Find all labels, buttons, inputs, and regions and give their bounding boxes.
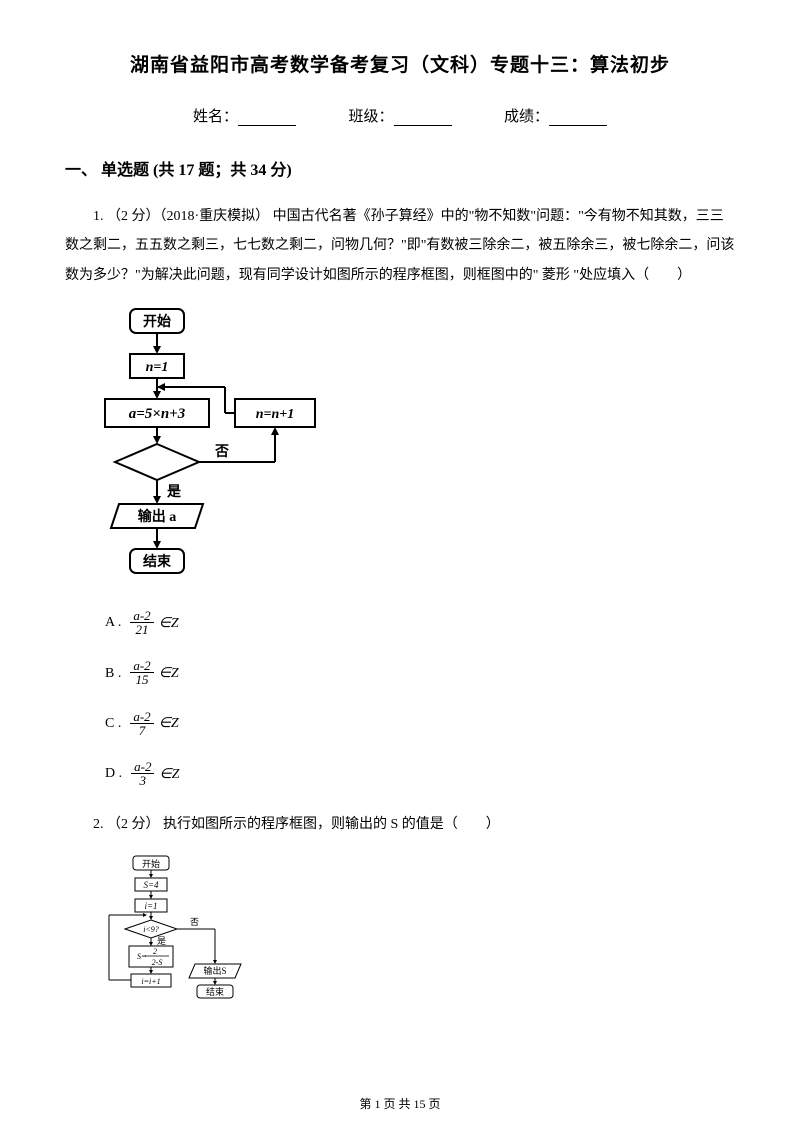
- fc2-sexpr-lhs: S=: [137, 952, 146, 961]
- option-label: D .: [105, 766, 122, 782]
- in-z: ∈Z: [159, 615, 179, 632]
- fc2-sexpr-den: 2-S: [152, 958, 163, 967]
- fc1-n1: n=1: [146, 360, 169, 375]
- name-blank[interactable]: [238, 111, 296, 126]
- fc1-a: a=5×n+3: [129, 406, 186, 422]
- in-z: ∈Z: [159, 715, 179, 732]
- student-info-line: 姓名： 班级： 成绩：: [65, 105, 735, 126]
- q2-flowchart: 开始 S=4 i=1 i<9? 否 是: [95, 854, 735, 1004]
- fc2-i1: i=1: [144, 901, 157, 911]
- option-label: B .: [105, 666, 121, 682]
- fc2-out: 输出S: [203, 965, 226, 976]
- fraction: a-2 15: [130, 659, 153, 687]
- class-label: 班级：: [348, 109, 393, 125]
- fc1-ninc: n=n+1: [256, 407, 295, 422]
- q1-text: 1. （2 分）（2018·重庆模拟） 中国古代名著《孙子算经》中的"物不知数"…: [65, 202, 735, 290]
- q1-option-d[interactable]: D . a-2 3 ∈Z: [105, 760, 735, 788]
- q1-option-c[interactable]: C . a-2 7 ∈Z: [105, 710, 735, 738]
- option-label: C .: [105, 716, 121, 732]
- fc2-no: 否: [190, 917, 199, 927]
- option-label: A .: [105, 615, 121, 631]
- section-header: 一、 单选题 (共 17 题；共 34 分): [65, 156, 735, 180]
- fc1-start: 开始: [143, 313, 171, 330]
- fc1-end: 结束: [143, 553, 172, 570]
- fc2-yes: 是: [157, 936, 166, 946]
- q1-options: A . a-2 21 ∈Z B . a-2 15 ∈Z C . a-2 7 ∈Z…: [105, 609, 735, 788]
- fc2-start: 开始: [142, 858, 160, 869]
- q1-option-b[interactable]: B . a-2 15 ∈Z: [105, 659, 735, 687]
- page-title: 湖南省益阳市高考数学备考复习（文科）专题十三：算法初步: [65, 50, 735, 77]
- fc2-end: 结束: [206, 986, 224, 997]
- fc1-out: 输出 a: [138, 508, 177, 525]
- score-label: 成绩：: [504, 109, 549, 125]
- class-blank[interactable]: [394, 111, 452, 126]
- page-footer: 第 1 页 共 15 页: [0, 1095, 800, 1112]
- fraction: a-2 3: [131, 760, 154, 788]
- fc2-sexpr-num: 2: [153, 947, 157, 956]
- fc2-s4: S=4: [143, 880, 159, 890]
- in-z: ∈Z: [159, 766, 179, 783]
- fraction: a-2 21: [130, 609, 153, 637]
- fraction: a-2 7: [130, 710, 153, 738]
- fc2-cond: i<9?: [143, 925, 159, 934]
- fc1-yes: 是: [167, 484, 182, 500]
- q1-option-a[interactable]: A . a-2 21 ∈Z: [105, 609, 735, 637]
- fc1-no: 否: [214, 444, 229, 460]
- in-z: ∈Z: [159, 665, 179, 682]
- q2-text: 2. （2 分） 执行如图所示的程序框图，则输出的 S 的值是（ ）: [65, 810, 735, 839]
- name-label: 姓名：: [193, 109, 238, 125]
- q1-flowchart: 开始 n=1 a=5×n+3 n=n+1 否: [95, 304, 735, 589]
- score-blank[interactable]: [549, 111, 607, 126]
- fc2-iinc: i=i+1: [141, 977, 160, 986]
